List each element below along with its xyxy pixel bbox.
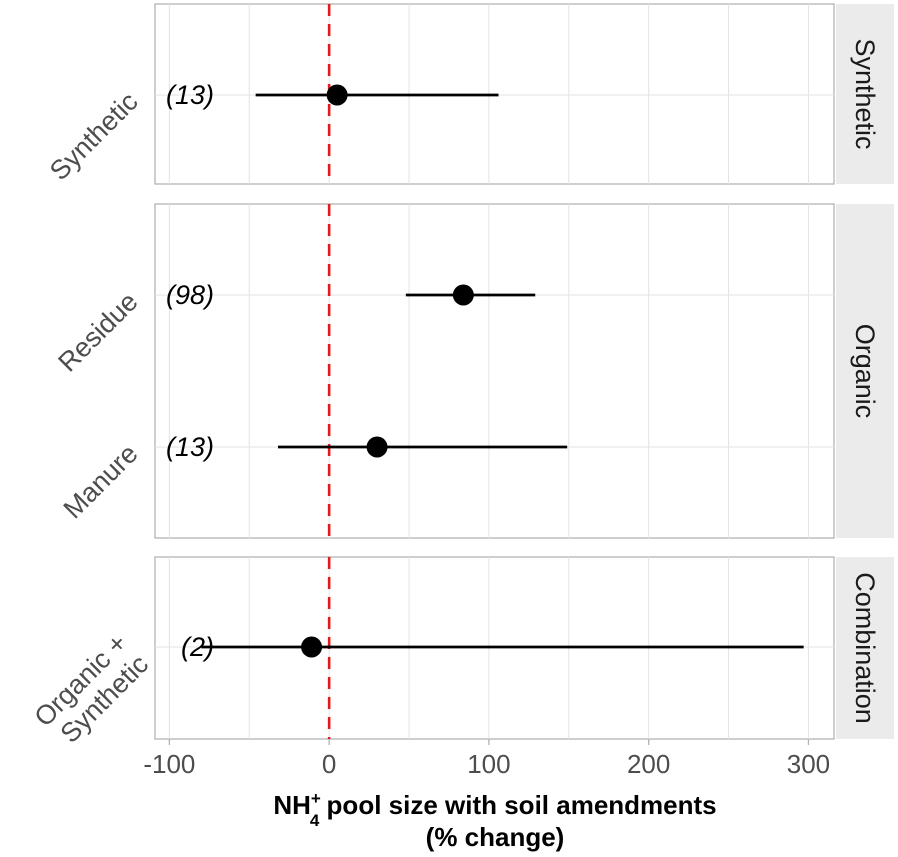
marks-layer: (13) (98) (13) (2)	[166, 4, 804, 739]
x-tick-label: 100	[467, 749, 510, 779]
sample-size-label: (2)	[181, 632, 214, 662]
sample-size-label: (13)	[166, 432, 214, 462]
y-axis-label: Manure	[58, 438, 144, 524]
facet-strip-0	[836, 4, 894, 184]
estimate-point	[326, 84, 348, 106]
x-axis-title-line1: NH+ 4 pool size with soil amendments	[273, 789, 716, 830]
y-axis-label: Synthetic	[44, 86, 144, 186]
estimate-point	[452, 284, 474, 306]
y-axis-label: Residue	[52, 286, 143, 377]
facet-strip-1	[836, 204, 894, 538]
x-axis-title-superscript: +	[311, 789, 321, 808]
x-tick-label: 300	[787, 749, 830, 779]
y-axis-label-line: Manure	[58, 438, 144, 524]
x-axis: NH+ 4 pool size with soil amendments (% c…	[143, 739, 830, 852]
panel-1	[154, 203, 835, 539]
facet-strip-label: Organic	[850, 324, 880, 419]
facet-strip-label: Combination	[850, 572, 880, 724]
x-axis-title-subscript: 4	[310, 811, 320, 830]
x-axis-title-line2: (% change)	[426, 822, 565, 852]
sample-size-label: (13)	[166, 80, 214, 110]
x-tick-label: -100	[143, 749, 195, 779]
facet-strip-label: Synthetic	[850, 38, 880, 149]
x-tick-label: 200	[627, 749, 670, 779]
estimate-point	[366, 436, 388, 458]
facet-strip-2	[836, 557, 894, 739]
panels-layer: Synthetic Synthetic Organic Residue Manure Co…	[28, 3, 894, 754]
y-axis-label-line: Residue	[52, 286, 143, 377]
x-axis-title-suffix: pool size with soil amendments	[319, 790, 716, 820]
x-axis-title-prefix: NH	[273, 790, 311, 820]
y-axis-label: Organic +Synthetic	[28, 628, 154, 754]
x-tick-label: 0	[322, 749, 336, 779]
estimate-point	[301, 636, 323, 658]
y-axis-label-line: Synthetic	[44, 86, 144, 186]
sample-size-label: (98)	[166, 280, 214, 310]
